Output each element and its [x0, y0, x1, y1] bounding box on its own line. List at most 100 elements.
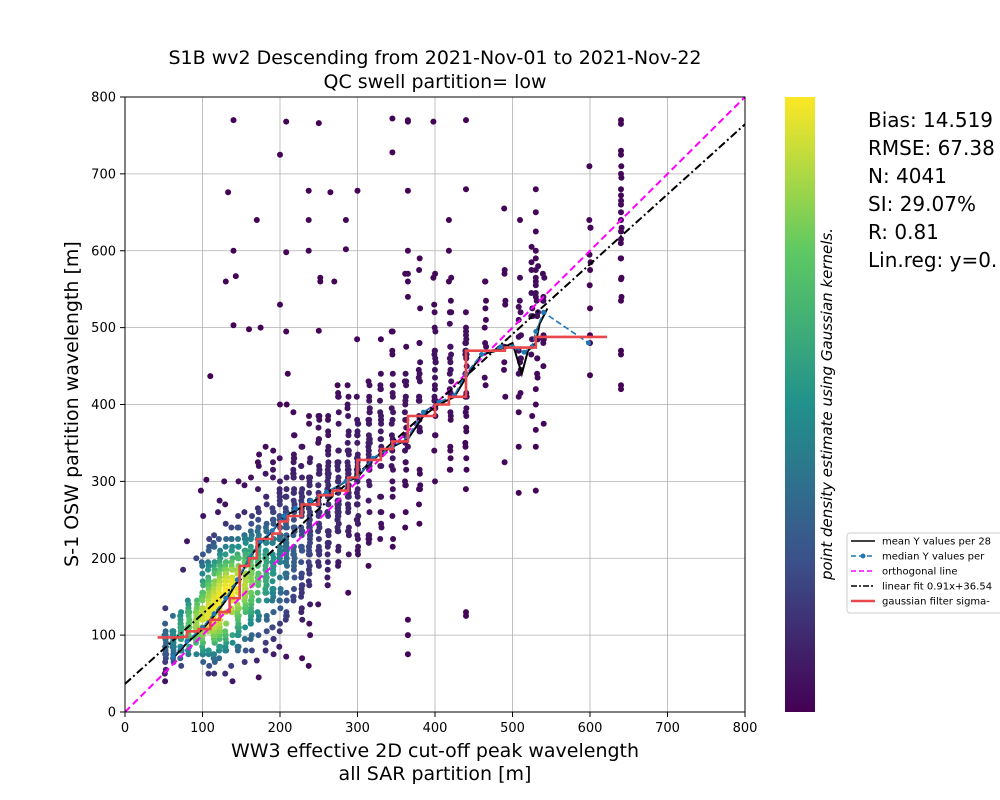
scatter-point [282, 524, 289, 531]
scatter-point [255, 674, 262, 681]
scatter-point [404, 270, 411, 277]
scatter-point [290, 409, 297, 416]
scatter-point [389, 328, 396, 335]
scatter-point [416, 466, 423, 473]
scatter-point [306, 489, 312, 496]
scatter-point [263, 597, 270, 604]
scatter-point [344, 439, 351, 446]
scatter-point [417, 482, 424, 489]
scatter-point [241, 659, 248, 665]
scatter-point [222, 670, 229, 677]
scatter-point [222, 628, 229, 635]
chart-title: S1B wv2 Descending from 2021-Nov-01 to 2… [168, 47, 701, 69]
scatter-point [270, 566, 276, 573]
scatter-point [389, 486, 396, 493]
scatter-point [203, 476, 210, 483]
stat-line: Bias: 14.519 [868, 108, 993, 132]
scatter-point [200, 582, 207, 589]
scatter-point [587, 267, 594, 273]
scatter-point [417, 305, 424, 312]
median-marker [498, 344, 504, 350]
scatter-point [230, 322, 237, 329]
x-axis-label: WW3 effective 2D cut-off peak wavelength [231, 740, 639, 762]
scatter-point [342, 217, 349, 223]
scatter-point [463, 405, 470, 412]
legend-label: linear fit 0.91x+36.54 [882, 582, 992, 593]
scatter-point [335, 447, 342, 454]
scatter-point [298, 570, 305, 577]
scatter-point [327, 189, 334, 196]
scatter-point [389, 393, 396, 400]
scatter-point [365, 562, 372, 569]
scatter-point [432, 374, 438, 381]
scatter-point [324, 528, 331, 535]
scatter-point [199, 562, 206, 569]
scatter-point [222, 543, 229, 550]
scatter-point [404, 118, 411, 125]
scatter-point [445, 217, 452, 223]
scatter-point [445, 278, 452, 285]
scatter-point [284, 370, 291, 377]
scatter-point [290, 516, 297, 523]
scatter-point [587, 224, 594, 231]
scatter-point [270, 474, 276, 481]
scatter-point [404, 187, 411, 194]
scatter-point [255, 463, 262, 469]
scatter-point [235, 536, 241, 542]
scatter-point [518, 332, 524, 339]
scatter-point [184, 538, 190, 545]
scatter-point [221, 478, 228, 485]
scatter-point [253, 217, 260, 223]
scatter-point [402, 459, 409, 466]
median-marker [586, 340, 591, 346]
scatter-point [617, 255, 624, 262]
scatter-point [216, 497, 223, 504]
scatter-point [298, 463, 305, 469]
x-tick-label: 300 [345, 721, 370, 736]
scatter-point [178, 662, 185, 669]
scatter-point [242, 624, 249, 631]
scatter-point [210, 651, 217, 658]
scatter-point [298, 582, 305, 589]
scatter-point [389, 478, 396, 485]
scatter-point [515, 489, 522, 496]
scatter-point [241, 582, 248, 589]
scatter-point [481, 324, 488, 331]
scatter-point [528, 290, 535, 296]
median-marker [293, 505, 298, 511]
scatter-point [277, 301, 283, 308]
scatter-point [193, 620, 200, 627]
scatter-point [223, 620, 230, 627]
scatter-point [193, 555, 200, 562]
scatter-point [462, 309, 469, 316]
scatter-point [432, 478, 438, 485]
scatter-point [277, 478, 283, 485]
scatter-point [462, 486, 469, 493]
scatter-point [463, 466, 470, 473]
scatter-point [324, 582, 331, 589]
scatter-point [416, 340, 423, 346]
scatter-point [283, 589, 290, 596]
y-tick-label: 700 [91, 167, 116, 182]
scatter-point [403, 343, 410, 350]
scatter-point [515, 443, 522, 450]
scatter-point [463, 117, 469, 124]
scatter-point [199, 551, 206, 558]
scatter-point [290, 551, 297, 558]
scatter-point [235, 513, 242, 519]
scatter-point [402, 370, 409, 377]
scatter-point [618, 274, 625, 281]
scatter-point [229, 566, 236, 573]
scatter-point [234, 643, 241, 650]
scatter-point [501, 359, 508, 366]
median-marker [420, 409, 426, 415]
scatter-point [249, 513, 255, 519]
scatter-point [305, 217, 312, 223]
scatter-point [483, 297, 489, 304]
scatter-point [404, 293, 411, 300]
scatter-point [282, 559, 289, 566]
scatter-point [532, 255, 539, 262]
scatter-point [299, 655, 306, 662]
scatter-point [223, 536, 230, 542]
scatter-point [403, 382, 410, 389]
